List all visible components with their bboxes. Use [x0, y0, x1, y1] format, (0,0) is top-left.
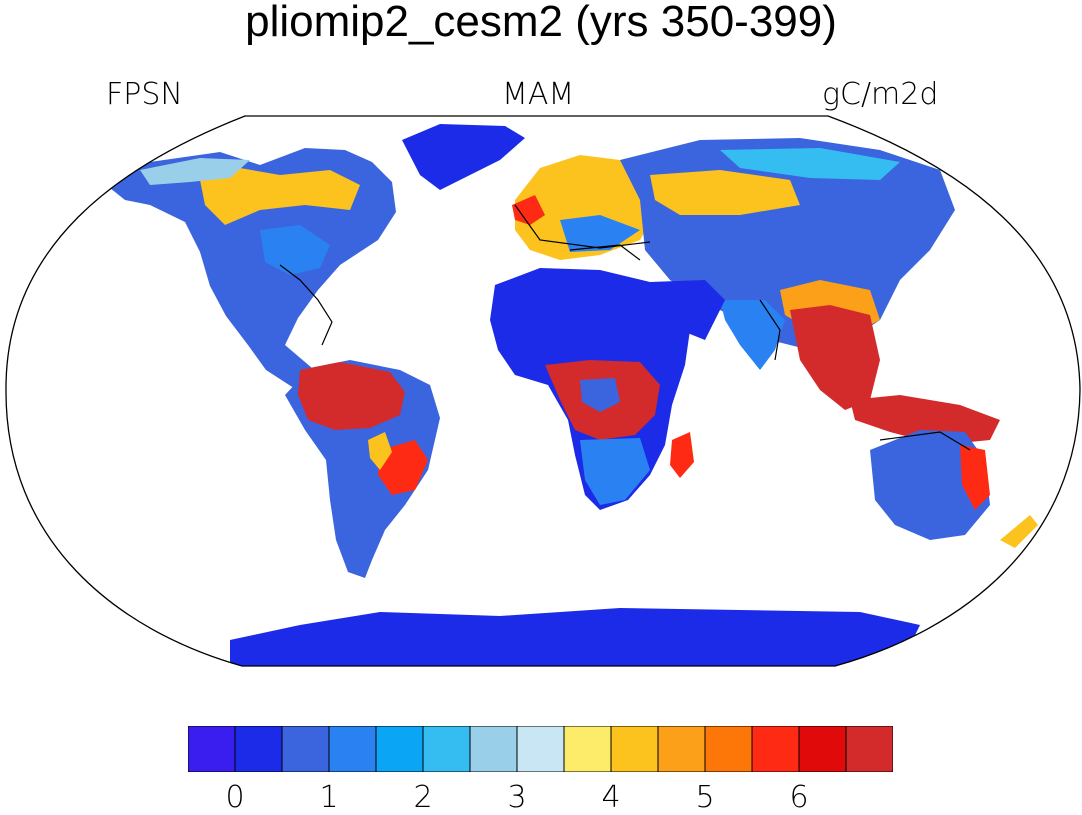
- land-fields: [110, 124, 1038, 666]
- colorbar-swatch: [704, 726, 753, 772]
- southern-africa-blue: [580, 438, 650, 505]
- western-europe-red: [512, 195, 545, 225]
- coastlines: [279, 204, 971, 451]
- plot-title: pliomip2_cesm2 (yrs 350-399): [245, 0, 837, 46]
- variable-label: FPSN: [106, 77, 183, 112]
- colorbar-tick-label: 0: [225, 780, 245, 815]
- siberia-orange-band: [650, 170, 800, 215]
- india-land: [720, 300, 785, 370]
- colorbar-tick-label: 5: [695, 780, 715, 815]
- colorbar: [188, 726, 893, 772]
- colorbar-swatch: [375, 726, 424, 772]
- season-label: MAM: [502, 77, 575, 112]
- europe-blue: [560, 215, 640, 252]
- colorbar-swatch: [845, 726, 893, 772]
- colorbar-tick-label: 3: [507, 780, 527, 815]
- canada-yellow-band: [200, 168, 360, 225]
- colorbar-swatch: [563, 726, 612, 772]
- colorbar-swatch: [657, 726, 706, 772]
- map-outline: [5, 115, 1081, 667]
- east-australia-red: [960, 445, 990, 510]
- greenland-land: [402, 124, 525, 190]
- antarctica-land: [230, 608, 920, 666]
- canada-light-band: [140, 158, 250, 185]
- colorbar-swatch: [281, 726, 330, 772]
- arabia-land: [650, 280, 725, 340]
- colorbar-tick-label: 1: [319, 780, 339, 815]
- madagascar-land: [670, 432, 694, 478]
- colorbar-swatch: [328, 726, 377, 772]
- colorbar-swatch: [610, 726, 659, 772]
- colorbar-swatch: [188, 726, 236, 772]
- colorbar-swatch: [751, 726, 800, 772]
- brazil-yellow: [368, 432, 392, 470]
- colorbar-tick-label: 2: [413, 780, 433, 815]
- colorbar-tick-label: 6: [789, 780, 809, 815]
- colorbar-swatch: [516, 726, 565, 772]
- colorbar-tick-label: 4: [601, 780, 621, 815]
- siberia-light-band: [720, 148, 900, 180]
- southeast-asia-red: [790, 305, 880, 410]
- eastern-us-blue: [260, 225, 330, 275]
- australia-land: [870, 430, 990, 540]
- north-america-land: [110, 148, 396, 392]
- colorbar-swatch: [469, 726, 518, 772]
- new-zealand-land: [1000, 515, 1038, 548]
- congo-blue: [580, 378, 620, 412]
- colorbar-swatch: [234, 726, 283, 772]
- amazon-red-region: [298, 362, 405, 430]
- colorbar-swatch: [798, 726, 847, 772]
- units-label: gC/m2d: [822, 77, 939, 112]
- colorbar-swatch: [422, 726, 471, 772]
